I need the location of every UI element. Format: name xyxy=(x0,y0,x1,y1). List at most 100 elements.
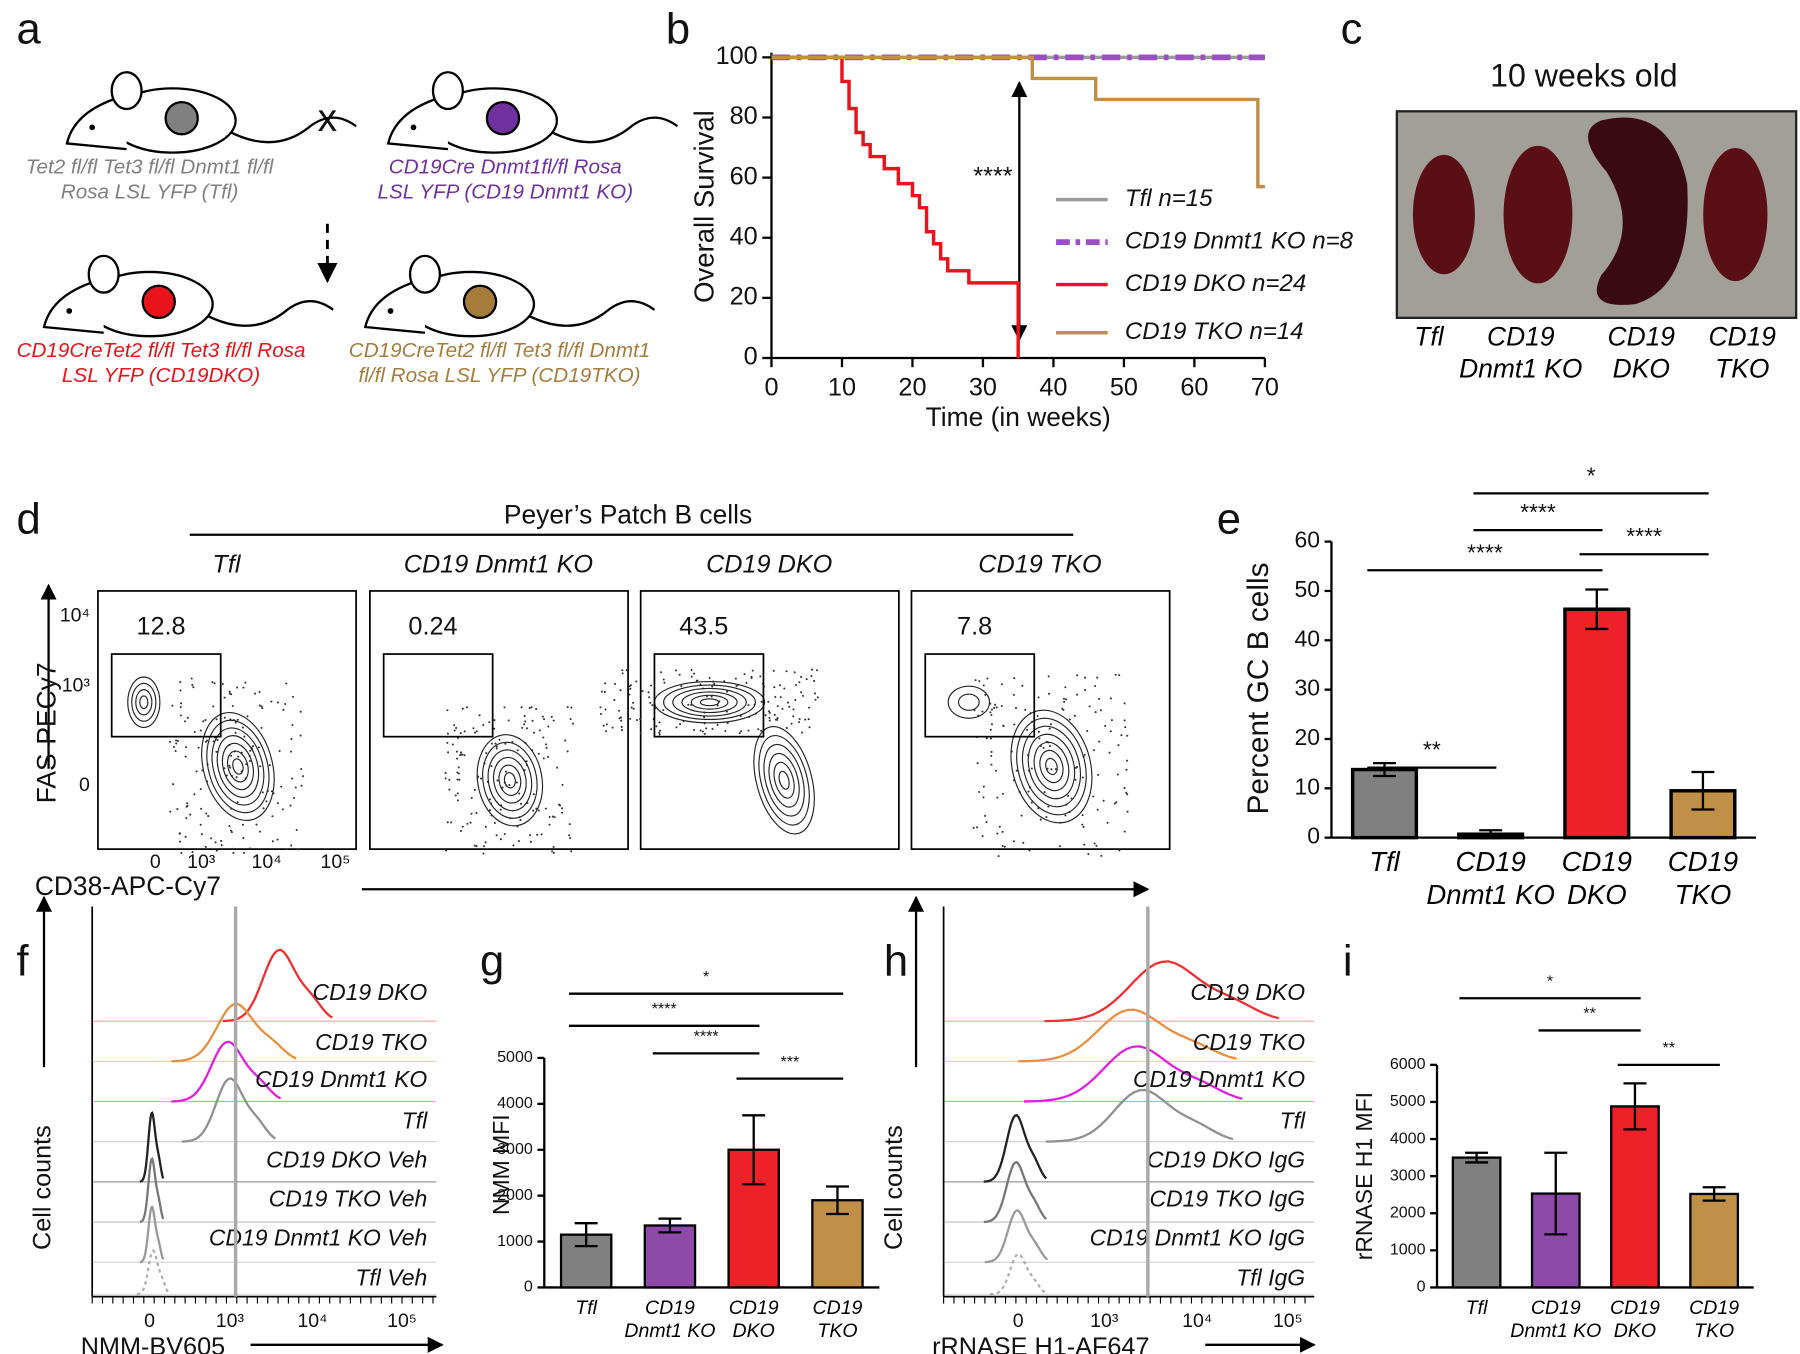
event-dot xyxy=(1064,698,1068,701)
event-dot xyxy=(169,740,172,743)
event-dot xyxy=(542,718,546,721)
event-dot xyxy=(179,681,182,684)
event-dot xyxy=(461,825,464,828)
x-tick-label: 0 xyxy=(764,374,778,402)
contour xyxy=(957,693,980,711)
event-dot xyxy=(990,750,993,753)
event-dot xyxy=(1088,705,1091,708)
genotype-label: CD19CreTet2 fl/fl Tet3 fl/fl Dnmt1 fl/fl… xyxy=(348,338,651,387)
event-dot xyxy=(1084,688,1087,692)
y-axis-label: FAS-PECy7 xyxy=(32,663,62,804)
event-dot xyxy=(475,845,478,848)
event-dot xyxy=(621,672,624,675)
event-dot xyxy=(629,687,632,690)
trace-label: CD19 Dnmt1 KO Veh xyxy=(209,1224,427,1250)
event-dot xyxy=(453,724,456,727)
panel-label: d xyxy=(16,496,40,544)
event-dot xyxy=(234,721,237,724)
contour xyxy=(211,727,265,806)
event-dot xyxy=(708,677,711,680)
event-dot xyxy=(212,705,215,708)
genotype-label-box: CD19CreTet2 fl/fl Tet3 fl/fl Rosa LSL YF… xyxy=(17,339,306,387)
mouse-tail xyxy=(527,300,656,327)
spleen xyxy=(1703,148,1768,282)
event-dot xyxy=(482,852,485,855)
event-dot xyxy=(647,691,650,694)
flow-plot xyxy=(369,590,629,850)
event-dot xyxy=(1037,730,1040,733)
event-dot xyxy=(1076,693,1079,696)
x-tick-label: 10 xyxy=(828,374,856,402)
event-dot xyxy=(1013,677,1016,680)
y-tick-label: 10 xyxy=(1294,773,1320,799)
event-dot xyxy=(528,706,531,710)
event-dot xyxy=(804,718,807,721)
event-dot xyxy=(1081,776,1084,779)
event-dot xyxy=(473,844,476,847)
event-dot xyxy=(1030,801,1033,804)
event-dot xyxy=(270,700,273,703)
event-dot xyxy=(1001,792,1005,795)
event-dot xyxy=(570,706,573,709)
event-dot xyxy=(1126,759,1129,762)
event-dot xyxy=(693,672,696,675)
event-dot xyxy=(459,751,463,754)
event-dot xyxy=(1081,814,1084,817)
event-dot xyxy=(982,796,985,799)
event-dot xyxy=(996,796,999,799)
genotype-spot xyxy=(485,100,521,136)
event-dot xyxy=(599,706,602,709)
event-dot xyxy=(690,675,693,678)
event-dot xyxy=(1109,730,1112,733)
panel-label: g xyxy=(480,937,504,985)
error-bar xyxy=(1585,588,1609,631)
event-dot xyxy=(1064,686,1067,689)
event-dot xyxy=(175,742,178,745)
event-dot xyxy=(540,833,543,836)
event-dot xyxy=(276,802,279,805)
event-dot xyxy=(798,717,801,721)
mouse-tail xyxy=(229,116,357,144)
event-dot xyxy=(629,717,632,720)
error-bar xyxy=(1373,761,1396,778)
event-dot xyxy=(1099,709,1102,712)
event-dot xyxy=(978,680,981,683)
x-tick-label: 50 xyxy=(1110,374,1138,402)
event-dot xyxy=(808,706,811,709)
event-dot xyxy=(1014,706,1018,709)
event-dot xyxy=(1047,692,1051,695)
event-dot xyxy=(1012,693,1015,696)
event-dot xyxy=(172,745,175,748)
event-dot xyxy=(547,755,550,758)
event-dot xyxy=(517,839,520,843)
contour xyxy=(763,743,805,817)
event-dot xyxy=(808,726,811,729)
panel-label: e xyxy=(1217,496,1241,544)
event-dot xyxy=(690,668,693,671)
event-dot xyxy=(453,729,456,732)
event-dot xyxy=(1028,849,1031,852)
event-dot xyxy=(516,749,519,752)
event-dot xyxy=(459,829,462,832)
event-dot xyxy=(1000,683,1003,686)
group-label: CD19 Dnmt1 KO xyxy=(404,550,593,578)
event-dot xyxy=(268,764,271,767)
event-dot xyxy=(551,850,554,853)
contour xyxy=(663,684,756,721)
event-dot xyxy=(490,742,493,745)
event-dot xyxy=(792,715,795,718)
contour xyxy=(216,735,260,798)
event-dot xyxy=(236,718,239,721)
event-dot xyxy=(257,746,260,749)
significance: * xyxy=(1587,462,1596,488)
event-dot xyxy=(448,778,451,781)
event-dot xyxy=(494,742,497,745)
event-dot xyxy=(655,725,658,728)
event-dot xyxy=(800,731,804,734)
event-dot xyxy=(558,803,561,806)
event-dot xyxy=(1012,840,1015,843)
genotype-label: Tet2 fl/fl Tet3 fl/fl Dnmt1 fl/fl Rosa L… xyxy=(25,154,274,203)
x-tick-label: 10³ xyxy=(216,1310,245,1332)
event-dot xyxy=(290,750,293,753)
event-dot xyxy=(537,809,540,812)
